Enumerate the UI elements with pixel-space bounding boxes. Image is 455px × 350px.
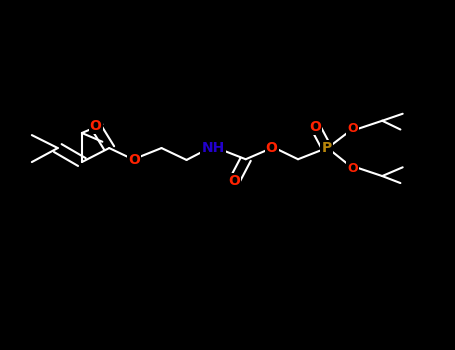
Text: NH: NH: [201, 141, 225, 155]
Text: P: P: [322, 141, 332, 155]
Text: O: O: [228, 174, 240, 188]
Text: O: O: [266, 141, 278, 155]
Text: O: O: [128, 153, 140, 167]
Text: O: O: [309, 120, 321, 134]
Text: O: O: [347, 161, 358, 175]
Text: O: O: [90, 119, 101, 133]
Text: O: O: [347, 122, 358, 135]
